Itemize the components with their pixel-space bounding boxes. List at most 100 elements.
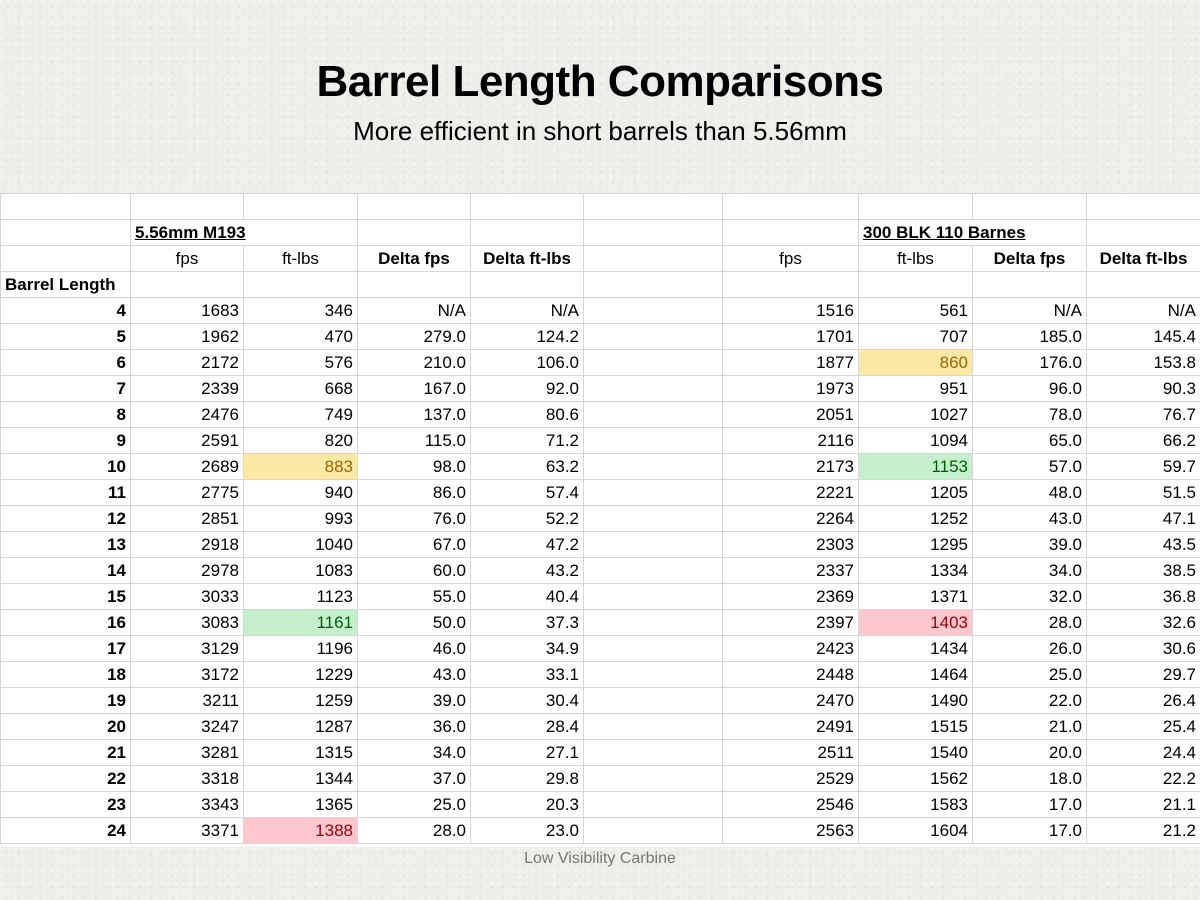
m193-fps-cell: 2339: [130, 375, 244, 402]
table-row: 15 3033 1123 55.0 40.4 2369 1371 32.0 36.8: [0, 583, 1200, 610]
m193-fps-cell: 2476: [130, 401, 244, 428]
m193-fps-cell: 1962: [130, 323, 244, 350]
m193-fps-cell: 2851: [130, 505, 244, 532]
m193-fps-cell: 3318: [130, 765, 244, 792]
blk-delta-fps-cell: N/A: [972, 297, 1087, 324]
blk-ftlbs-cell: 1464: [858, 661, 973, 688]
barrel-length-cell: 9: [0, 427, 131, 454]
blk-delta-fps-cell: 21.0: [972, 713, 1087, 740]
m193-ftlbs-cell: 1040: [243, 531, 358, 558]
barrel-length-table: 5.56mm M193 300 BLK 110 Barnes fps ft-lb…: [0, 193, 1200, 844]
header-fps-left: fps: [130, 245, 244, 272]
m193-delta-ftlbs-cell: 29.8: [470, 765, 584, 792]
barrel-length-cell: 13: [0, 531, 131, 558]
blk-delta-ftlbs-cell: 30.6: [1086, 635, 1200, 662]
blk-fps-cell: 2491: [722, 713, 859, 740]
blk-ftlbs-cell: 1540: [858, 739, 973, 766]
m193-delta-ftlbs-cell: 40.4: [470, 583, 584, 610]
blk-fps-cell: 2173: [722, 453, 859, 480]
barrel-length-cell: 5: [0, 323, 131, 350]
blk-delta-ftlbs-cell: 59.7: [1086, 453, 1200, 480]
blk-delta-ftlbs-cell: 21.1: [1086, 791, 1200, 818]
spacer-cell: [583, 427, 723, 454]
spacer-cell: [583, 739, 723, 766]
blk-delta-fps-cell: 185.0: [972, 323, 1087, 350]
spacer-cell: [583, 765, 723, 792]
m193-fps-cell: 2775: [130, 479, 244, 506]
m193-delta-ftlbs-cell: 80.6: [470, 401, 584, 428]
blk-delta-ftlbs-cell: 24.4: [1086, 739, 1200, 766]
header-ftlbs-left: ft-lbs: [243, 245, 358, 272]
blank-row: [0, 193, 1200, 220]
m193-ftlbs-cell: 576: [243, 349, 358, 376]
m193-delta-ftlbs-cell: 124.2: [470, 323, 584, 350]
table-row: 13 2918 1040 67.0 47.2 2303 1295 39.0 43.5: [0, 531, 1200, 558]
spacer-cell: [583, 713, 723, 740]
m193-delta-fps-cell: N/A: [357, 297, 471, 324]
blk-delta-fps-cell: 17.0: [972, 817, 1087, 844]
m193-delta-ftlbs-cell: 33.1: [470, 661, 584, 688]
blk-ftlbs-cell: 951: [858, 375, 973, 402]
blk-delta-fps-cell: 96.0: [972, 375, 1087, 402]
group-label-556: 5.56mm M193: [135, 223, 246, 242]
m193-delta-ftlbs-cell: 20.3: [470, 791, 584, 818]
table-row: 24 3371 1388 28.0 23.0 2563 1604 17.0 21.2: [0, 817, 1200, 844]
m193-delta-ftlbs-cell: 71.2: [470, 427, 584, 454]
blk-delta-fps-cell: 78.0: [972, 401, 1087, 428]
m193-delta-fps-cell: 39.0: [357, 687, 471, 714]
m193-delta-fps-cell: 43.0: [357, 661, 471, 688]
m193-delta-ftlbs-cell: 37.3: [470, 609, 584, 636]
table-row: 6 2172 576 210.0 106.0 1877 860 176.0 153.8: [0, 349, 1200, 376]
slide-title: Barrel Length Comparisons: [316, 57, 884, 106]
spacer-cell: [583, 453, 723, 480]
table-row: 20 3247 1287 36.0 28.4 2491 1515 21.0 25.4: [0, 713, 1200, 740]
m193-ftlbs-cell: 1083: [243, 557, 358, 584]
table-row: 10 2689 883 98.0 63.2 2173 1153 57.0 59.7: [0, 453, 1200, 480]
table-row: 4 1683 346 N/A N/A 1516 561 N/A N/A: [0, 297, 1200, 324]
blk-delta-ftlbs-cell: 51.5: [1086, 479, 1200, 506]
m193-delta-fps-cell: 34.0: [357, 739, 471, 766]
m193-fps-cell: 2172: [130, 349, 244, 376]
blk-fps-cell: 1516: [722, 297, 859, 324]
blk-fps-cell: 2051: [722, 401, 859, 428]
blk-fps-cell: 1973: [722, 375, 859, 402]
m193-ftlbs-cell: 346: [243, 297, 358, 324]
spacer-cell: [583, 791, 723, 818]
barrel-length-cell: 7: [0, 375, 131, 402]
blk-delta-fps-cell: 28.0: [972, 609, 1087, 636]
m193-delta-fps-cell: 210.0: [357, 349, 471, 376]
spacer-cell: [583, 635, 723, 662]
table-row: 7 2339 668 167.0 92.0 1973 951 96.0 90.3: [0, 375, 1200, 402]
blk-ftlbs-cell: 1604: [858, 817, 973, 844]
spacer-cell: [583, 583, 723, 610]
blk-delta-ftlbs-cell: 25.4: [1086, 713, 1200, 740]
spacer-cell: [583, 687, 723, 714]
slide-subtitle: More efficient in short barrels than 5.5…: [353, 116, 847, 146]
header-fps-right: fps: [722, 245, 859, 272]
m193-fps-cell: 3211: [130, 687, 244, 714]
blk-ftlbs-cell: 860: [858, 349, 973, 376]
blk-ftlbs-cell: 1371: [858, 583, 973, 610]
spacer-cell: [583, 557, 723, 584]
m193-fps-cell: 3129: [130, 635, 244, 662]
m193-delta-fps-cell: 137.0: [357, 401, 471, 428]
spacer-cell: [583, 349, 723, 376]
m193-ftlbs-cell: 820: [243, 427, 358, 454]
barrel-length-cell: 18: [0, 661, 131, 688]
m193-fps-cell: 3281: [130, 739, 244, 766]
header-ftlbs-right: ft-lbs: [858, 245, 973, 272]
blk-ftlbs-cell: 561: [858, 297, 973, 324]
m193-delta-ftlbs-cell: 27.1: [470, 739, 584, 766]
barrel-length-cell: 22: [0, 765, 131, 792]
blk-delta-ftlbs-cell: 90.3: [1086, 375, 1200, 402]
m193-delta-fps-cell: 46.0: [357, 635, 471, 662]
m193-delta-ftlbs-cell: N/A: [470, 297, 584, 324]
group-label-300blk: 300 BLK 110 Barnes: [863, 223, 1026, 242]
table-row: 18 3172 1229 43.0 33.1 2448 1464 25.0 29.7: [0, 661, 1200, 688]
spacer-cell: [583, 817, 723, 844]
m193-ftlbs-cell: 1123: [243, 583, 358, 610]
blk-fps-cell: 2221: [722, 479, 859, 506]
barrel-length-cell: 8: [0, 401, 131, 428]
m193-fps-cell: 3343: [130, 791, 244, 818]
m193-delta-fps-cell: 167.0: [357, 375, 471, 402]
